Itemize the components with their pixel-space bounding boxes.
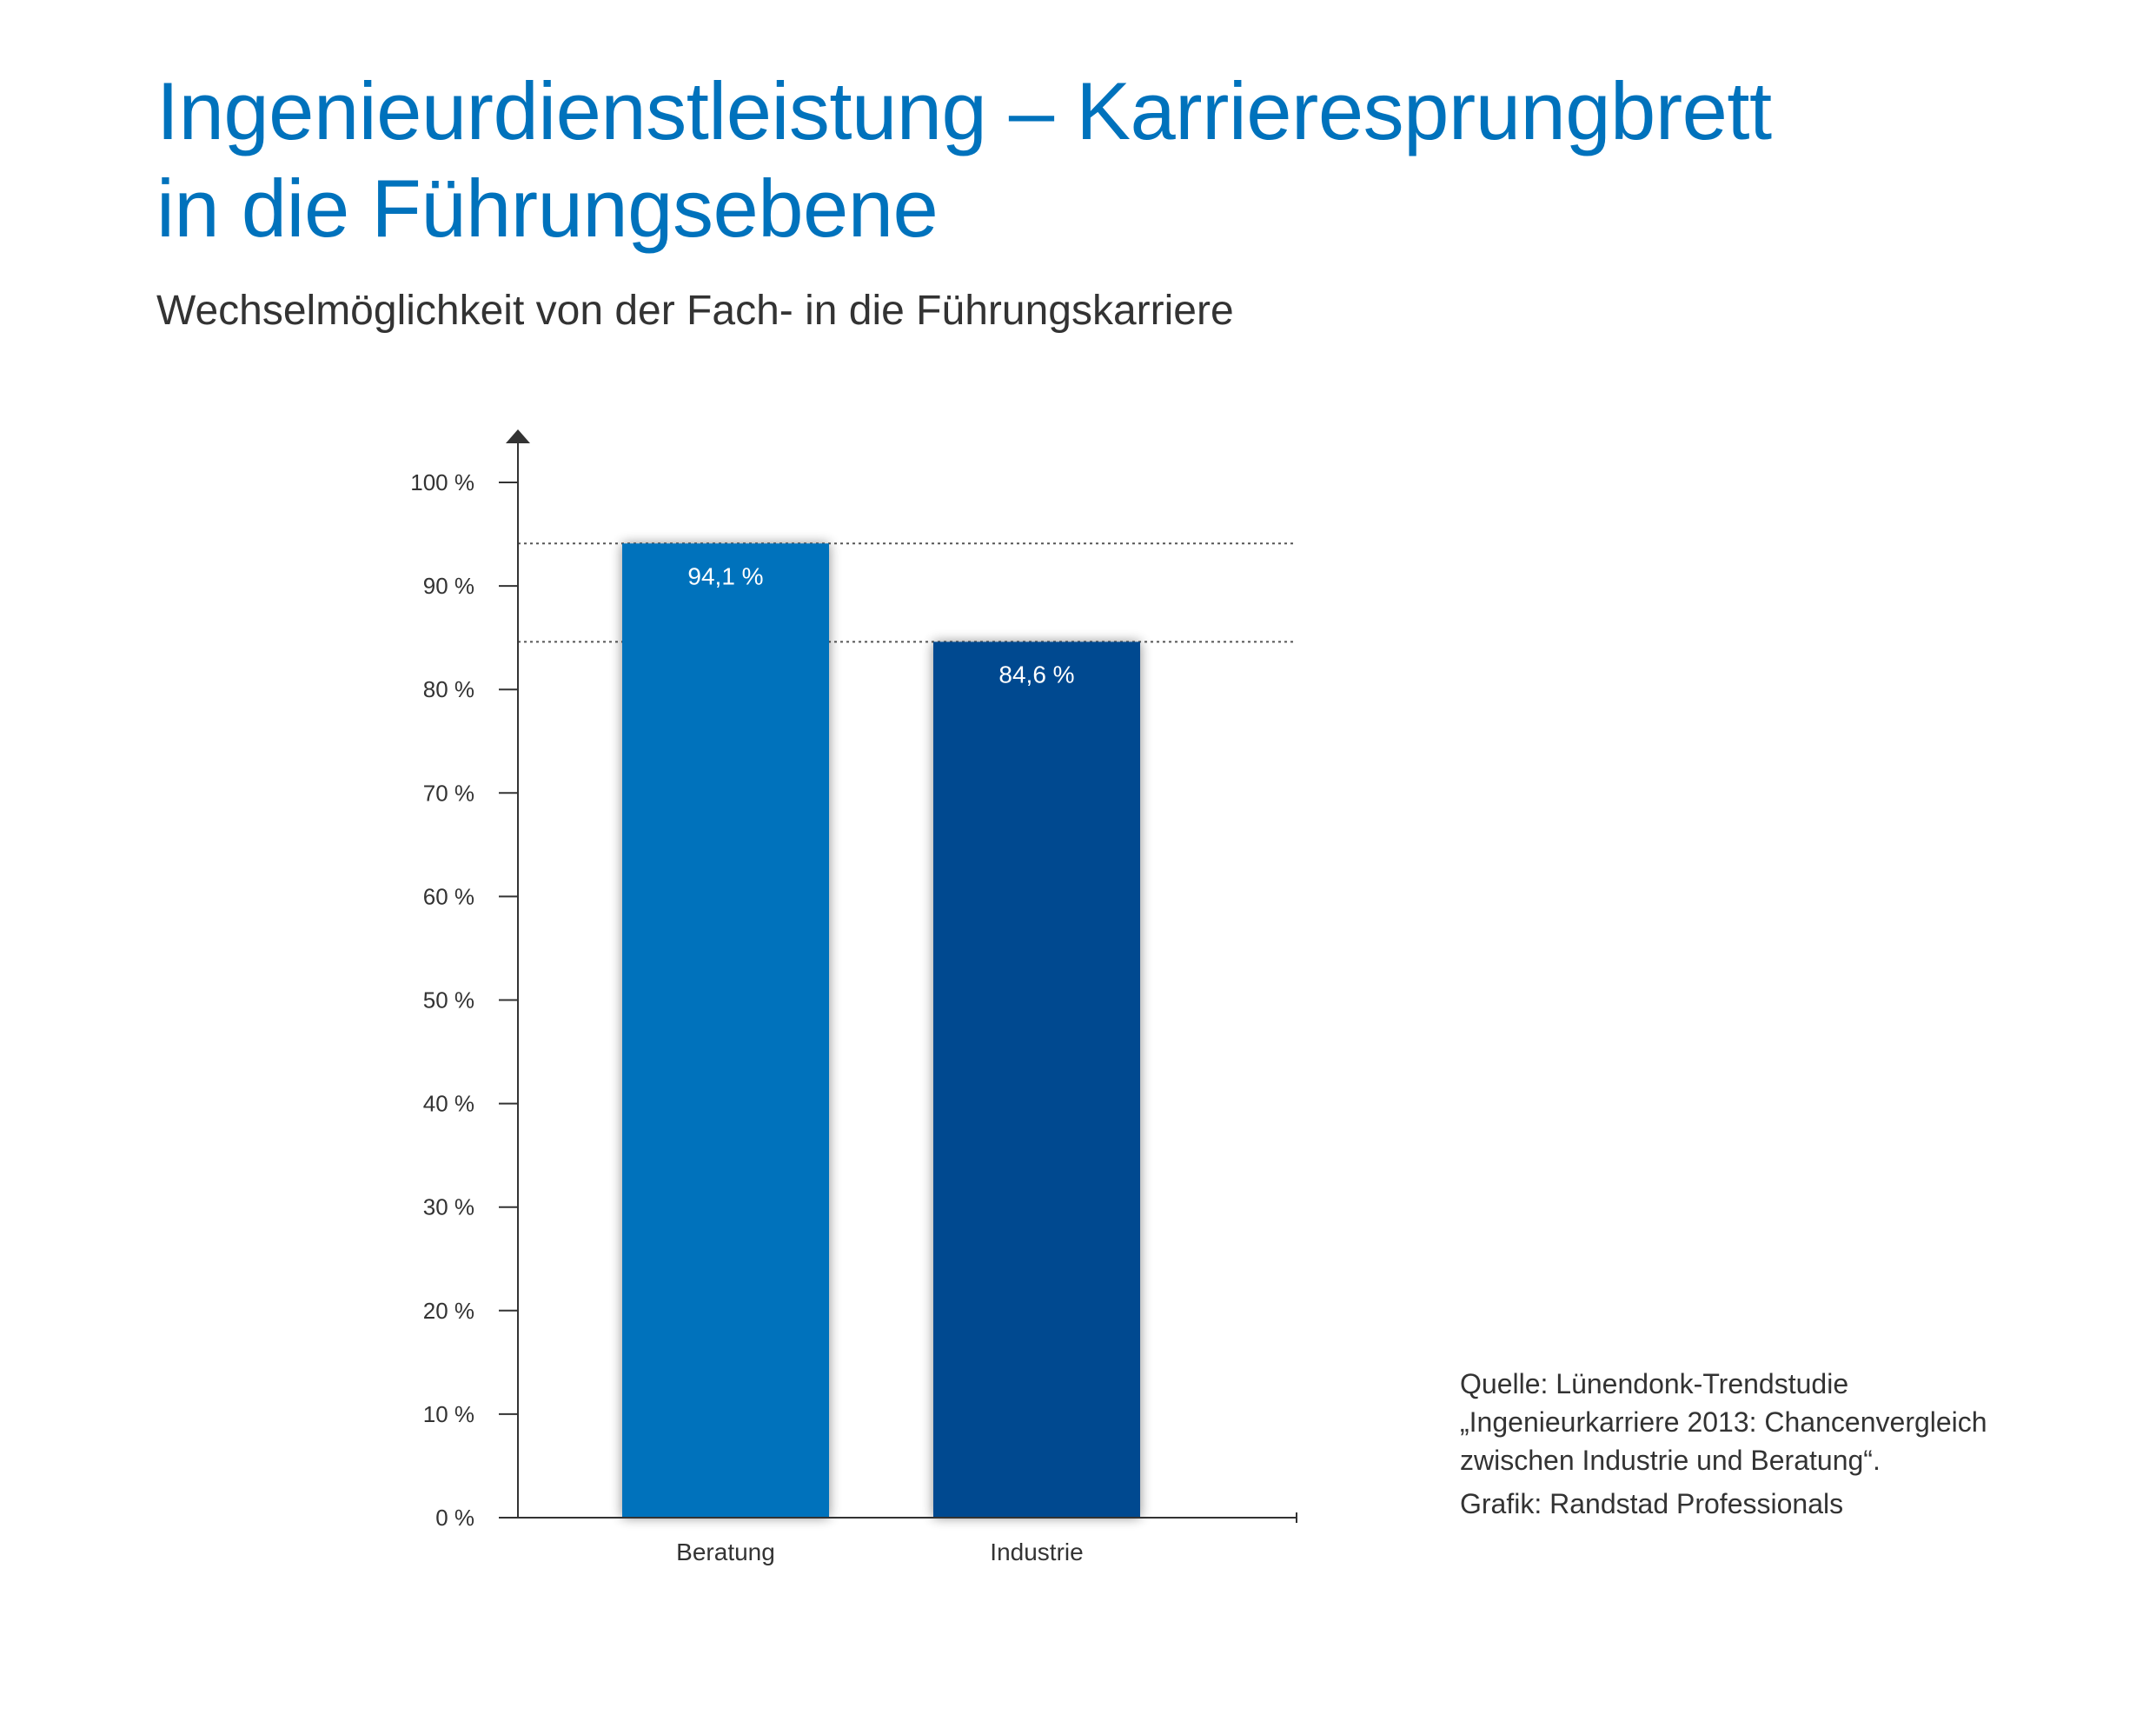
y-tick-label-60: 60 % bbox=[423, 883, 474, 909]
bars bbox=[622, 543, 1140, 1518]
y-tick-label-100: 100 % bbox=[410, 469, 474, 495]
source-line-3: zwischen Industrie und Beratung“. bbox=[1460, 1445, 1881, 1476]
x-tick-label-beratung: Beratung bbox=[676, 1539, 775, 1565]
data-label-beratung: 94,1 % bbox=[687, 562, 763, 589]
chart-subtitle: Wechselmöglichkeit von der Fach- in die … bbox=[156, 288, 1234, 334]
chart-title-line-1: Ingenieurdienstleistung – Karrieresprung… bbox=[156, 65, 1772, 156]
source-line-1: Quelle: Lünendonk-Trendstudie bbox=[1460, 1368, 1849, 1399]
chart-title: Ingenieurdienstleistung – Karrieresprung… bbox=[156, 63, 1772, 257]
y-tick-label-70: 70 % bbox=[423, 780, 474, 806]
bar-industrie bbox=[933, 641, 1140, 1518]
y-tick-label-10: 10 % bbox=[423, 1401, 474, 1427]
labels: 94,1 % Beratung 84,6 % Industrie 0 % 10 % 20 %… bbox=[410, 469, 1083, 1565]
y-tick-label-30: 30 % bbox=[423, 1194, 474, 1220]
source-note: Quelle: Lünendonk-Trendstudie „Ingenieur… bbox=[1460, 1365, 1987, 1523]
x-tick-label-industrie: Industrie bbox=[990, 1539, 1083, 1565]
y-axis-arrow-icon bbox=[506, 429, 530, 443]
y-tick-label-0: 0 % bbox=[435, 1505, 474, 1531]
y-tick-label-20: 20 % bbox=[423, 1298, 474, 1324]
graphic-credit: Grafik: Randstad Professionals bbox=[1460, 1488, 1844, 1519]
chart-title-line-2: in die Führungsebene bbox=[156, 163, 939, 254]
y-tick-label-40: 40 % bbox=[423, 1091, 474, 1117]
source-line-2: „Ingenieurkarriere 2013: Chancenvergleic… bbox=[1460, 1406, 1987, 1438]
bar-beratung bbox=[622, 543, 829, 1518]
data-label-industrie: 84,6 % bbox=[998, 661, 1074, 688]
y-tick-label-50: 50 % bbox=[423, 987, 474, 1014]
y-tick-label-90: 90 % bbox=[423, 573, 474, 599]
y-tick-label-80: 80 % bbox=[423, 676, 474, 702]
axes bbox=[499, 429, 1297, 1523]
